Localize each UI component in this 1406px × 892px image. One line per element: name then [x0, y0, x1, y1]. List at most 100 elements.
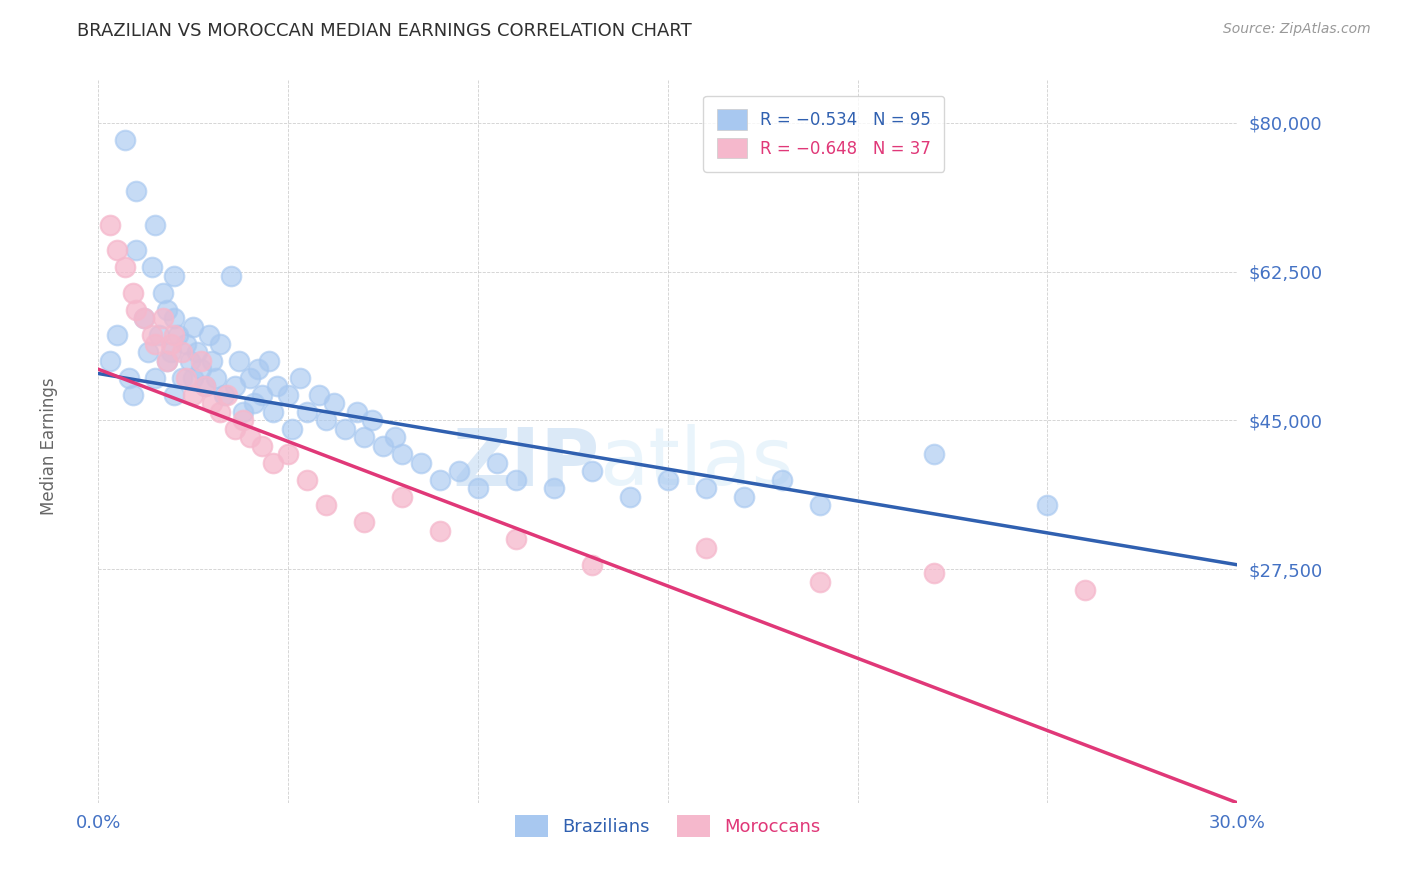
Point: [167, 328, 190, 343]
Point: [922, 566, 945, 581]
Point: [183, 388, 205, 402]
Point: [183, 319, 205, 334]
Point: [232, 413, 254, 427]
Point: [277, 447, 299, 461]
Point: [581, 464, 603, 478]
Point: [505, 473, 527, 487]
Point: [581, 558, 603, 572]
Point: [232, 405, 254, 419]
Point: [118, 371, 141, 385]
Point: [186, 345, 208, 359]
Point: [163, 328, 186, 343]
Point: [152, 285, 174, 300]
Point: [808, 498, 831, 512]
Point: [136, 345, 159, 359]
Point: [159, 345, 181, 359]
Point: [250, 388, 273, 402]
Point: [163, 311, 186, 326]
Text: atlas: atlas: [599, 425, 794, 502]
Point: [429, 524, 451, 538]
Point: [183, 371, 205, 385]
Point: [371, 439, 394, 453]
Point: [246, 362, 269, 376]
Point: [194, 379, 217, 393]
Point: [1074, 583, 1097, 598]
Point: [239, 371, 262, 385]
Point: [695, 541, 717, 555]
Point: [239, 430, 262, 444]
Point: [315, 498, 337, 512]
Point: [201, 396, 224, 410]
Point: [733, 490, 755, 504]
Point: [98, 353, 121, 368]
Point: [194, 379, 217, 393]
Text: BRAZILIAN VS MOROCCAN MEDIAN EARNINGS CORRELATION CHART: BRAZILIAN VS MOROCCAN MEDIAN EARNINGS CO…: [77, 22, 692, 40]
Point: [98, 218, 121, 232]
Point: [121, 285, 143, 300]
Point: [360, 413, 382, 427]
Point: [148, 328, 170, 343]
Text: ZIP: ZIP: [453, 425, 599, 502]
Point: [505, 533, 527, 547]
Point: [277, 388, 299, 402]
Point: [224, 422, 246, 436]
Point: [221, 268, 243, 283]
Point: [190, 362, 212, 376]
Point: [467, 481, 489, 495]
Point: [179, 353, 201, 368]
Point: [770, 473, 793, 487]
Point: [224, 379, 246, 393]
Point: [353, 430, 375, 444]
Point: [391, 490, 413, 504]
Point: [156, 302, 179, 317]
Point: [212, 388, 235, 402]
Point: [297, 405, 319, 419]
Point: [429, 473, 451, 487]
Point: [132, 311, 155, 326]
Text: Source: ZipAtlas.com: Source: ZipAtlas.com: [1223, 22, 1371, 37]
Point: [308, 388, 330, 402]
Point: [353, 516, 375, 530]
Point: [163, 268, 186, 283]
Point: [145, 336, 167, 351]
Point: [315, 413, 337, 427]
Point: [205, 371, 228, 385]
Point: [145, 371, 167, 385]
Point: [197, 328, 219, 343]
Point: [114, 133, 136, 147]
Point: [543, 481, 565, 495]
Point: [335, 422, 357, 436]
Point: [250, 439, 273, 453]
Point: [449, 464, 471, 478]
Point: [141, 328, 163, 343]
Point: [159, 336, 181, 351]
Point: [262, 405, 284, 419]
Point: [170, 371, 193, 385]
Point: [346, 405, 368, 419]
Point: [125, 184, 148, 198]
Point: [266, 379, 288, 393]
Point: [288, 371, 311, 385]
Point: [243, 396, 266, 410]
Point: [121, 388, 143, 402]
Point: [156, 353, 179, 368]
Point: [132, 311, 155, 326]
Point: [657, 473, 679, 487]
Point: [107, 328, 129, 343]
Point: [174, 336, 197, 351]
Point: [217, 388, 239, 402]
Point: [808, 574, 831, 589]
Point: [228, 353, 250, 368]
Point: [486, 456, 509, 470]
Point: [208, 405, 231, 419]
Point: [1036, 498, 1059, 512]
Point: [391, 447, 413, 461]
Point: [145, 218, 167, 232]
Point: [384, 430, 406, 444]
Point: [619, 490, 641, 504]
Legend: Brazilians, Moroccans: Brazilians, Moroccans: [508, 808, 828, 845]
Point: [141, 260, 163, 275]
Point: [922, 447, 945, 461]
Point: [297, 473, 319, 487]
Point: [695, 481, 717, 495]
